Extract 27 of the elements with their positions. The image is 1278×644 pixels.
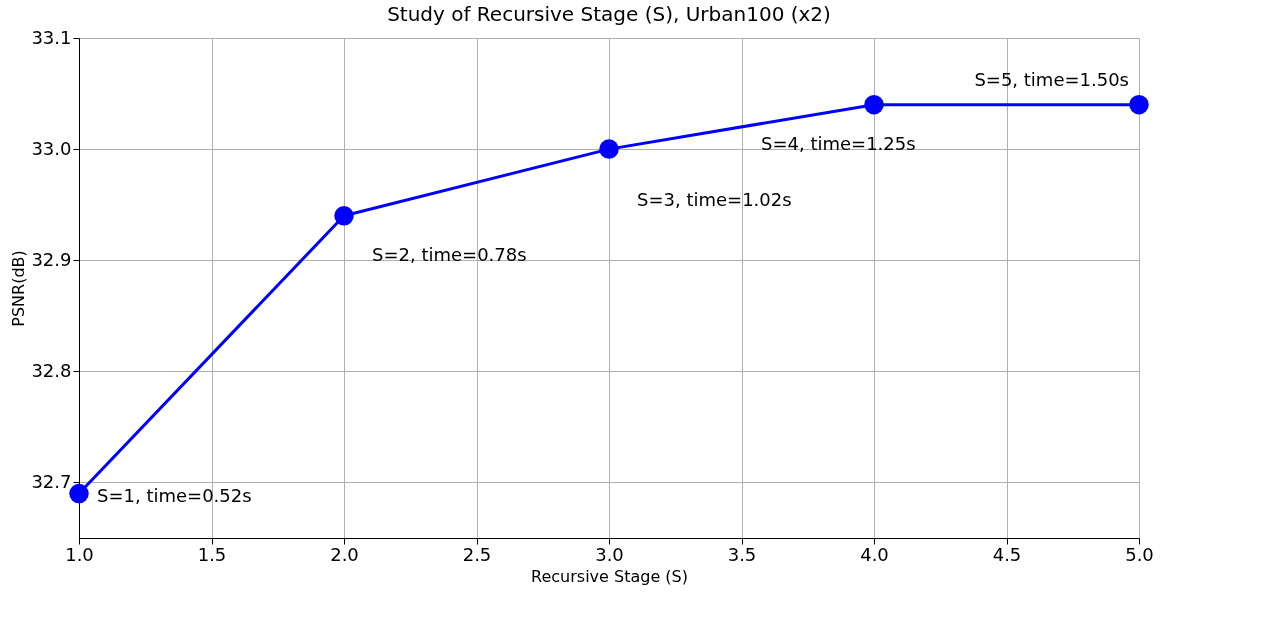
x-axis-title: Recursive Stage (S) [531, 566, 688, 586]
y-tick-label: 33.0 [31, 137, 72, 159]
y-axis-title: PSNR(dB) [9, 250, 29, 327]
chart-title: Study of Recursive Stage (S), Urban100 (x2) [387, 2, 831, 26]
x-tick-label: 5.0 [1125, 543, 1154, 565]
point [1129, 94, 1149, 115]
x-tick-label: 3.5 [727, 543, 757, 565]
x-tick-label: 2.0 [330, 543, 359, 565]
x-tick-label: 3.0 [595, 543, 624, 565]
x-tick-label: 1.0 [65, 543, 94, 565]
x-tick-label: 4.0 [860, 543, 889, 565]
x-tick-label: 4.5 [992, 543, 1022, 565]
x-tick-label: 1.5 [197, 543, 227, 565]
y-tick-label: 32.7 [31, 470, 72, 492]
annotation: S=4, time=1.25s [761, 132, 916, 154]
annotation: S=2, time=0.78s [372, 243, 527, 265]
y-tick-label: 32.8 [31, 359, 72, 381]
annotation: S=1, time=0.52s [97, 484, 252, 506]
y-tick-label: 32.9 [31, 248, 72, 270]
point [334, 206, 354, 226]
annotation: S=3, time=1.02s [637, 189, 792, 211]
point [864, 94, 884, 115]
point [599, 139, 619, 159]
point [69, 483, 89, 504]
annotation: S=5, time=1.50s [974, 68, 1129, 90]
x-tick-label: 2.5 [462, 543, 492, 565]
y-tick-label: 33.1 [31, 26, 72, 48]
